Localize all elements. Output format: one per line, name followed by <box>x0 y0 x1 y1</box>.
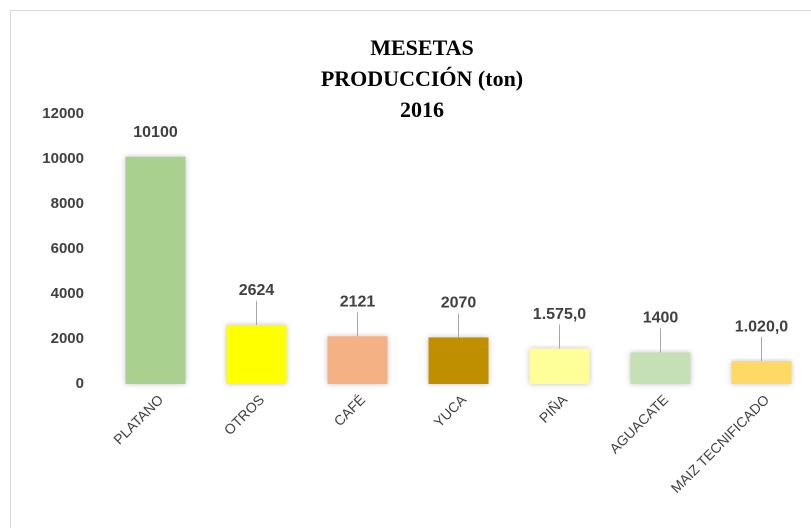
value-label: 2070 <box>441 295 477 312</box>
value-label: 1.020,0 <box>735 318 788 335</box>
bar <box>125 156 186 384</box>
y-tick-label: 10000 <box>42 150 84 167</box>
chart-title: MESETAS <box>370 35 474 60</box>
y-tick-label: 6000 <box>51 240 84 257</box>
y-tick-label: 0 <box>76 375 84 392</box>
chart-title: PRODUCCIÓN (ton) <box>321 66 523 91</box>
bar <box>428 337 489 384</box>
bar <box>529 348 590 384</box>
y-tick-label: 4000 <box>51 285 84 302</box>
value-label: 2121 <box>340 293 376 310</box>
y-tick-label: 12000 <box>42 105 84 122</box>
value-label: 1.575,0 <box>533 306 586 323</box>
bar <box>731 361 792 384</box>
bar <box>630 352 691 384</box>
y-tick-label: 8000 <box>51 195 84 212</box>
chart-title: 2016 <box>400 97 444 122</box>
value-label: 1400 <box>643 310 679 327</box>
y-tick-label: 2000 <box>51 330 84 347</box>
bar <box>327 336 388 384</box>
value-label: 2624 <box>239 282 275 299</box>
value-label: 10100 <box>133 124 178 141</box>
bar <box>226 324 287 384</box>
